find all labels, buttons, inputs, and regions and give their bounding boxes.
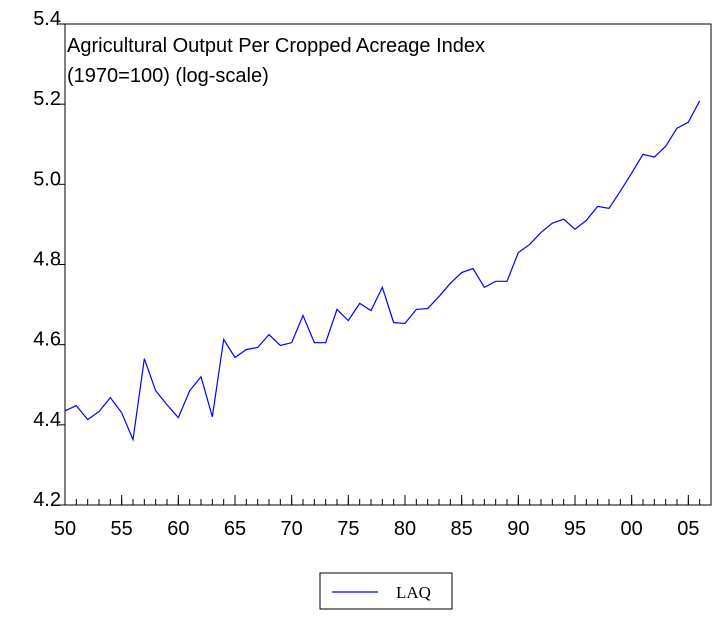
plot-frame [64,23,712,506]
y-tick-label: 4.4 [33,409,61,431]
x-tick-label: 00 [621,518,643,540]
y-tick-label: 5.4 [33,8,61,30]
x-tick-label: 05 [677,518,699,540]
x-tick-label: 85 [451,518,473,540]
chart-title: Agricultural Output Per Cropped Acreage … [67,35,485,57]
x-tick-label: 75 [337,518,359,540]
x-tick-label: 60 [167,518,189,540]
x-tick-label: 70 [281,518,303,540]
y-tick-label: 4.8 [33,249,61,271]
data-line [64,100,701,442]
chart-title: (1970=100) (log-scale) [67,65,269,87]
y-tick-label: 5.2 [33,88,61,110]
legend [319,572,453,610]
x-tick-label: 90 [507,518,529,540]
x-tick-label: 80 [394,518,416,540]
x-tick-label: 55 [111,518,133,540]
x-tick-label: 95 [564,518,586,540]
x-tick-label: 65 [224,518,246,540]
legend-label: LAQ [396,583,431,602]
y-tick-label: 5.0 [33,168,61,190]
x-tick-label: 50 [54,518,76,540]
y-tick-label: 4.6 [33,329,61,351]
y-tick-label: 4.2 [33,489,61,511]
